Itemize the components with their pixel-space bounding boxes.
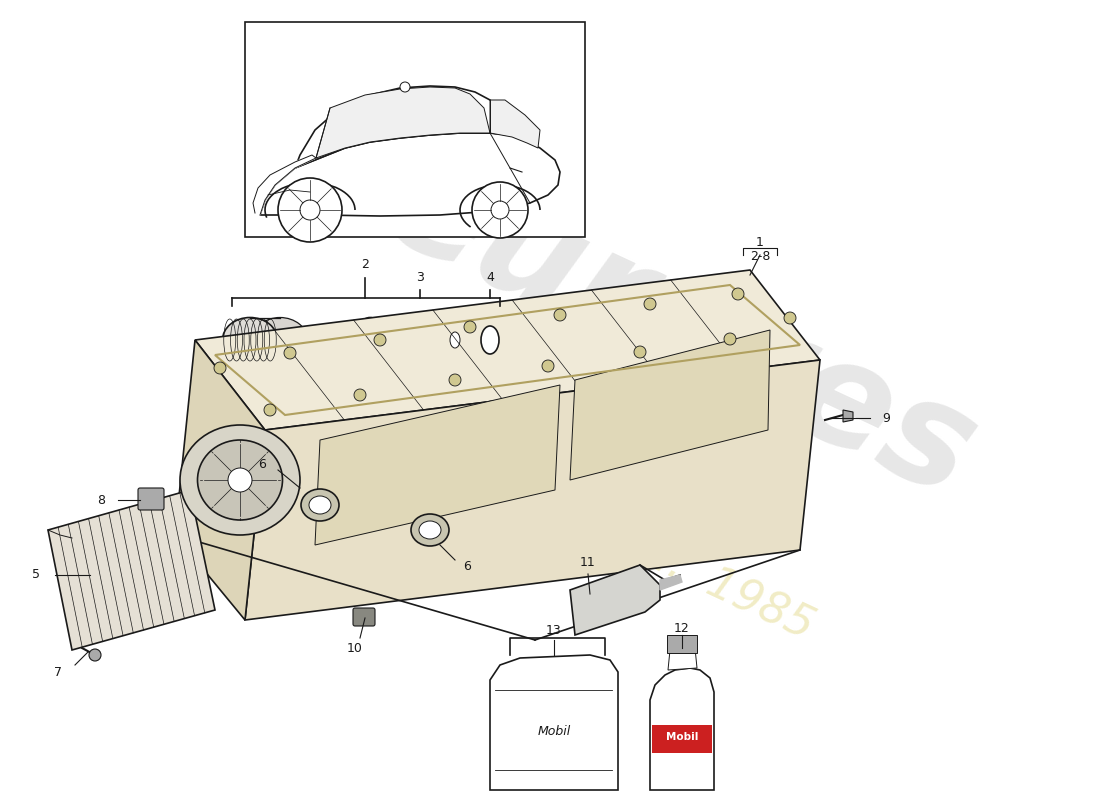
Text: 13: 13 bbox=[546, 623, 562, 637]
Text: a passion for...  1985: a passion for... 1985 bbox=[379, 412, 821, 648]
Text: 7: 7 bbox=[54, 666, 62, 678]
Circle shape bbox=[214, 362, 225, 374]
Polygon shape bbox=[316, 87, 490, 158]
Bar bbox=[667, 635, 697, 653]
Polygon shape bbox=[570, 565, 660, 635]
Ellipse shape bbox=[481, 326, 499, 354]
Ellipse shape bbox=[253, 318, 308, 362]
Circle shape bbox=[634, 346, 646, 358]
Circle shape bbox=[491, 201, 509, 219]
Polygon shape bbox=[195, 270, 820, 430]
Text: 9: 9 bbox=[882, 411, 890, 425]
Text: 12: 12 bbox=[674, 622, 690, 634]
Text: eurores: eurores bbox=[363, 132, 997, 528]
Text: Mobil: Mobil bbox=[538, 725, 571, 738]
Circle shape bbox=[784, 312, 796, 324]
Text: 8: 8 bbox=[97, 494, 104, 506]
Circle shape bbox=[264, 404, 276, 416]
Polygon shape bbox=[260, 133, 560, 216]
Ellipse shape bbox=[222, 318, 277, 362]
Text: Mobil: Mobil bbox=[666, 732, 698, 742]
Text: 11: 11 bbox=[580, 555, 596, 569]
Text: 6: 6 bbox=[463, 561, 471, 574]
Circle shape bbox=[732, 288, 744, 300]
Polygon shape bbox=[245, 360, 820, 620]
Bar bbox=[245, 22, 585, 237]
Circle shape bbox=[278, 178, 342, 242]
Polygon shape bbox=[315, 385, 560, 545]
Ellipse shape bbox=[309, 496, 331, 514]
Text: 6: 6 bbox=[258, 458, 266, 470]
Ellipse shape bbox=[180, 425, 300, 535]
Circle shape bbox=[542, 360, 554, 372]
Ellipse shape bbox=[301, 489, 339, 521]
Circle shape bbox=[89, 649, 101, 661]
Circle shape bbox=[644, 298, 656, 310]
Circle shape bbox=[472, 182, 528, 238]
FancyBboxPatch shape bbox=[353, 608, 375, 626]
Polygon shape bbox=[660, 575, 682, 590]
Text: 4: 4 bbox=[486, 271, 494, 284]
Polygon shape bbox=[48, 490, 215, 650]
Text: 2: 2 bbox=[361, 258, 368, 271]
Circle shape bbox=[228, 468, 252, 492]
Polygon shape bbox=[175, 340, 265, 620]
Circle shape bbox=[449, 374, 461, 386]
Text: 10: 10 bbox=[348, 642, 363, 654]
Bar bbox=[652, 725, 712, 753]
Circle shape bbox=[374, 334, 386, 346]
Text: 5: 5 bbox=[32, 569, 40, 582]
Circle shape bbox=[464, 321, 476, 333]
Polygon shape bbox=[668, 648, 697, 670]
Ellipse shape bbox=[419, 521, 441, 539]
Bar bbox=[370, 318, 455, 362]
Ellipse shape bbox=[356, 318, 384, 362]
Circle shape bbox=[284, 347, 296, 359]
Polygon shape bbox=[490, 655, 618, 790]
Ellipse shape bbox=[411, 514, 449, 546]
Text: 1: 1 bbox=[756, 235, 763, 249]
Text: 3: 3 bbox=[416, 271, 424, 284]
Text: 2-8: 2-8 bbox=[750, 250, 770, 263]
Polygon shape bbox=[253, 155, 316, 215]
Circle shape bbox=[400, 82, 410, 92]
Polygon shape bbox=[570, 330, 770, 480]
Circle shape bbox=[300, 200, 320, 220]
Circle shape bbox=[724, 333, 736, 345]
Circle shape bbox=[354, 389, 366, 401]
Ellipse shape bbox=[198, 440, 283, 520]
Polygon shape bbox=[843, 410, 852, 422]
Ellipse shape bbox=[450, 332, 460, 348]
Circle shape bbox=[554, 309, 566, 321]
FancyBboxPatch shape bbox=[138, 488, 164, 510]
Polygon shape bbox=[650, 668, 714, 790]
Polygon shape bbox=[295, 86, 528, 168]
Ellipse shape bbox=[441, 318, 469, 362]
Polygon shape bbox=[490, 100, 540, 148]
